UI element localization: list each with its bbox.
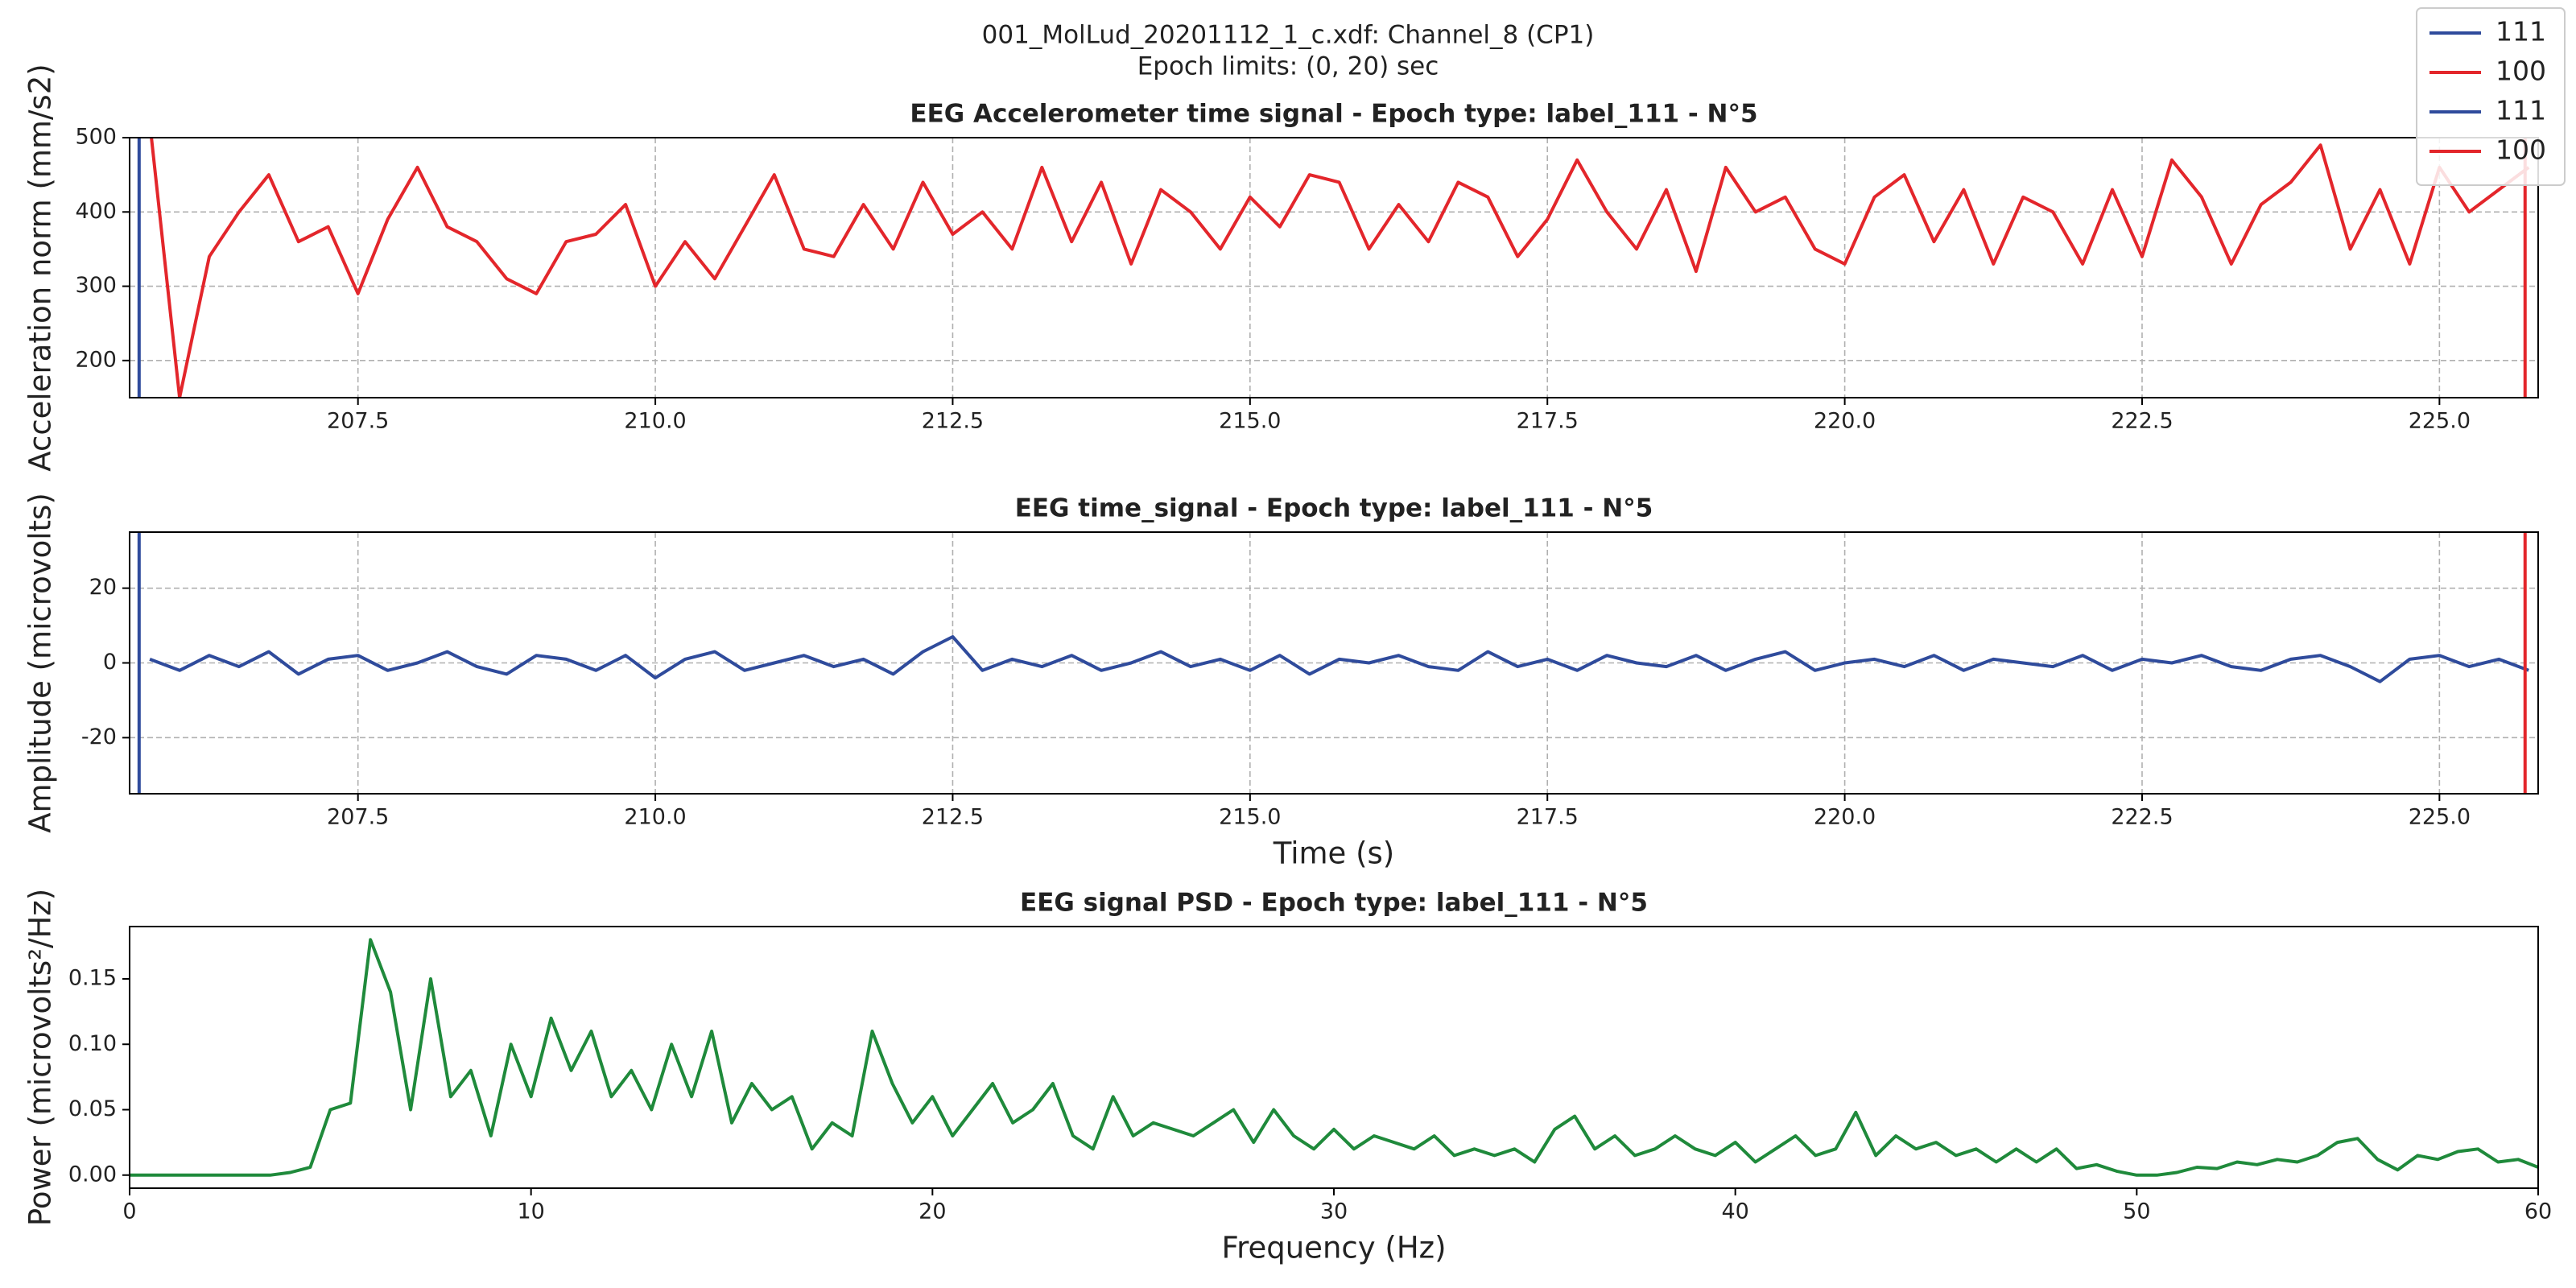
y-axis-label: Amplitude (microvolts) [23, 493, 58, 833]
x-tick-label: 0 [122, 1199, 136, 1224]
y-tick-label: 0.00 [68, 1162, 117, 1187]
x-axis-label: Frequency (Hz) [1221, 1231, 1446, 1265]
legend-label: 100 [2496, 134, 2546, 166]
plot-frame [129, 137, 2539, 398]
x-tick-label: 225.0 [2409, 409, 2471, 434]
x-axis-label: Time (s) [1273, 836, 1394, 871]
plot-frame [129, 926, 2539, 1189]
plot-area [130, 938, 2538, 1177]
x-tick-label: 207.5 [327, 409, 389, 434]
y-tick-label: 20 [89, 575, 117, 600]
x-tick-label: 10 [517, 1199, 544, 1224]
legend-label: 111 [2496, 95, 2546, 126]
x-tick-label: 212.5 [922, 409, 984, 434]
x-tick-label: 220.0 [1814, 805, 1876, 830]
chart-title: EEG time_signal - Epoch type: label_111 … [1015, 494, 1653, 523]
x-tick-label: 210.0 [624, 805, 686, 830]
x-tick-label: 40 [1721, 1199, 1748, 1224]
x-tick-label: 210.0 [624, 409, 686, 434]
x-tick-label: 50 [2123, 1199, 2150, 1224]
x-tick-label: 225.0 [2409, 805, 2471, 830]
figure-subtitle: Epoch limits: (0, 20) sec [1137, 52, 1439, 81]
y-tick-label: 0.10 [68, 1031, 117, 1056]
data-line [149, 635, 2529, 683]
y-tick-label: 400 [75, 199, 117, 224]
x-tick-label: 30 [1320, 1199, 1348, 1224]
plot-area [150, 138, 2530, 398]
y-tick-label: 500 [75, 125, 117, 150]
figure-title: 001_MolLud_20201112_1_c.xdf: Channel_8 (… [982, 21, 1595, 50]
x-tick-label: 207.5 [327, 805, 389, 830]
legend-label: 111 [2496, 16, 2546, 47]
data-line [150, 138, 2530, 398]
x-tick-label: 217.5 [1517, 805, 1579, 830]
x-tick-label: 212.5 [922, 805, 984, 830]
y-tick-label: 200 [75, 347, 117, 372]
y-tick-label: 0.15 [68, 966, 117, 991]
plot-area [149, 635, 2529, 683]
y-tick-label: 300 [75, 273, 117, 298]
x-tick-label: 215.0 [1219, 409, 1281, 434]
x-tick-label: 215.0 [1219, 805, 1281, 830]
x-tick-label: 60 [2524, 1199, 2552, 1224]
data-line [130, 938, 2538, 1177]
y-tick-label: -20 [81, 724, 117, 749]
plot-frame [129, 531, 2539, 795]
x-tick-label: 222.5 [2111, 805, 2173, 830]
y-tick-label: 0.05 [68, 1096, 117, 1121]
chart-title: EEG signal PSD - Epoch type: label_111 -… [1020, 889, 1648, 918]
x-tick-label: 220.0 [1814, 409, 1876, 434]
chart-title: EEG Accelerometer time signal - Epoch ty… [910, 100, 1757, 129]
legend-box [2416, 7, 2566, 186]
y-axis-label: Power (microvolts²/Hz) [23, 889, 58, 1226]
x-tick-label: 217.5 [1517, 409, 1579, 434]
y-tick-label: 0 [103, 650, 117, 675]
x-tick-label: 20 [919, 1199, 946, 1224]
x-tick-label: 222.5 [2111, 409, 2173, 434]
y-axis-label: Acceleration norm (mm/s2) [23, 64, 58, 471]
legend-label: 100 [2496, 56, 2546, 87]
